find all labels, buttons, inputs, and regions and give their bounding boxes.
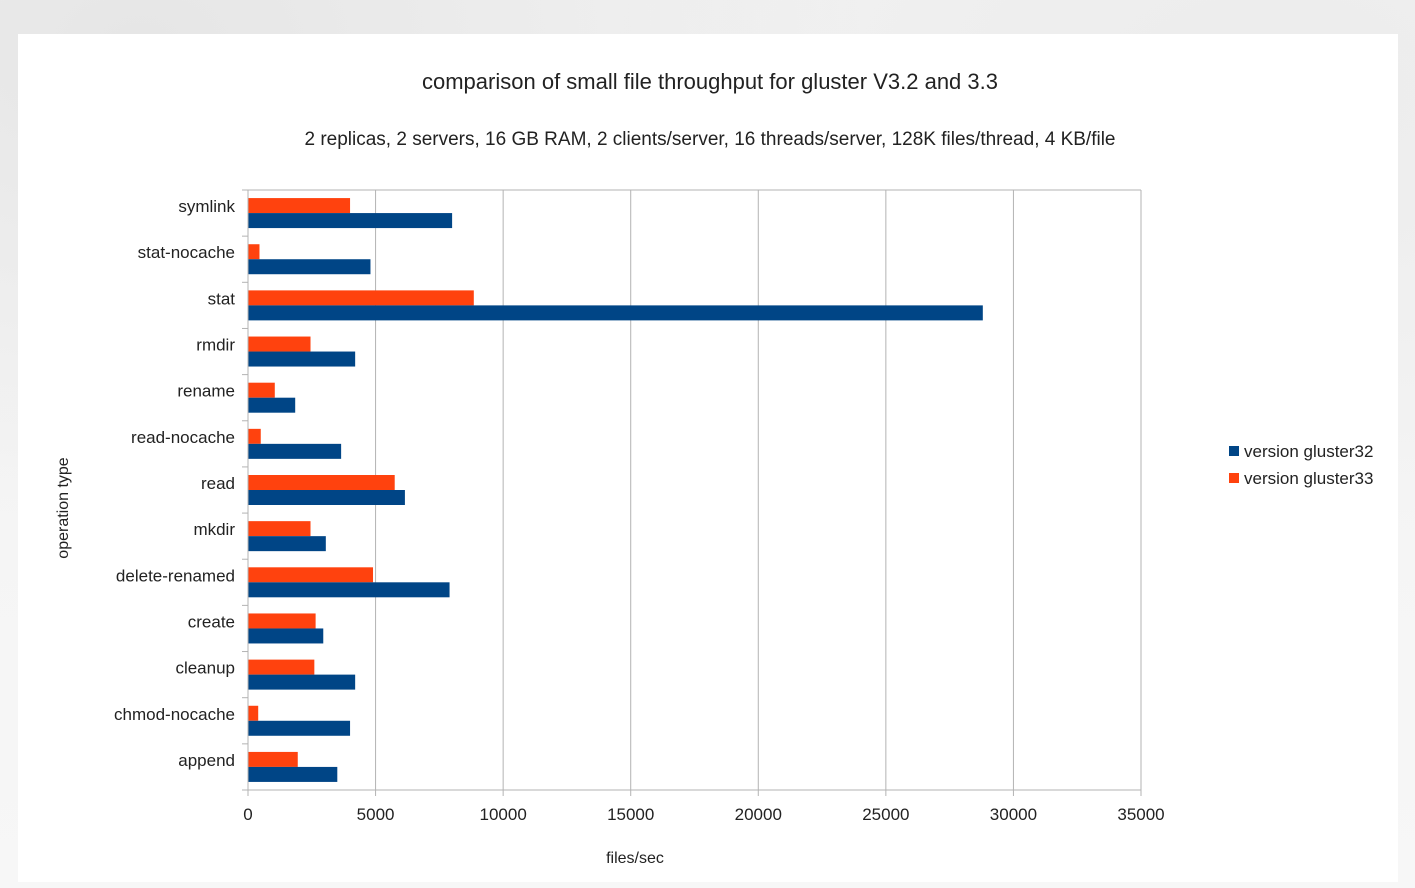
y-tick-label: chmod-nocache xyxy=(114,705,235,724)
bar-version-gluster33-read xyxy=(248,475,395,490)
bar-version-gluster33-delete-renamed xyxy=(248,567,374,583)
x-tick-label: 30000 xyxy=(990,805,1037,824)
bar-version-gluster32-rename xyxy=(248,397,296,413)
y-tick-label: symlink xyxy=(178,197,235,216)
bar-version-gluster33-read-nocache xyxy=(248,428,261,444)
x-tick-label: 35000 xyxy=(1117,805,1164,824)
legend-label: version gluster32 xyxy=(1244,442,1373,461)
y-tick-label: rename xyxy=(177,382,235,401)
bar-version-gluster32-rmdir xyxy=(248,351,356,367)
bar-version-gluster33-append xyxy=(248,751,298,767)
axes xyxy=(242,189,1142,796)
chart-title: comparison of small file throughput for … xyxy=(422,69,998,94)
x-axis-label: files/sec xyxy=(606,850,664,867)
bar-version-gluster33-mkdir xyxy=(248,521,311,537)
x-tick-label: 0 xyxy=(243,805,252,824)
bar-version-gluster32-mkdir xyxy=(248,536,326,552)
bar-version-gluster33-stat-nocache xyxy=(248,244,260,260)
bar-version-gluster33-rename xyxy=(248,382,275,398)
bar-version-gluster32-symlink xyxy=(248,213,453,229)
bar-version-gluster33-cleanup xyxy=(248,659,315,675)
bar-version-gluster33-chmod-nocache xyxy=(248,705,259,721)
y-tick-label: delete-renamed xyxy=(116,566,235,585)
bar-version-gluster32-read xyxy=(248,490,405,505)
x-tick-label: 20000 xyxy=(735,805,782,824)
bar-version-gluster33-symlink xyxy=(248,198,351,214)
y-tick-label: append xyxy=(178,751,235,770)
bar-version-gluster32-read-nocache xyxy=(248,443,342,459)
bar-version-gluster32-create xyxy=(248,628,324,644)
y-axis-label: operation type xyxy=(55,457,72,559)
bar-version-gluster32-stat xyxy=(248,305,983,321)
tick-labels: 0 5000 10000 15000 20000 25000 30000 35000 symli… xyxy=(114,197,1165,824)
bar-version-gluster32-cleanup xyxy=(248,674,356,690)
x-tick-label: 25000 xyxy=(862,805,909,824)
legend: version gluster32 version gluster33 xyxy=(1229,442,1373,488)
bar-version-gluster32-chmod-nocache xyxy=(248,720,351,736)
x-tick-label: 5000 xyxy=(357,805,395,824)
y-tick-label: rmdir xyxy=(196,336,235,355)
y-tick-label: create xyxy=(188,612,235,631)
bar-version-gluster33-rmdir xyxy=(248,336,311,352)
bar-version-gluster32-delete-renamed xyxy=(248,582,450,598)
grid-lines xyxy=(375,190,1142,790)
x-tick-label: 10000 xyxy=(480,805,527,824)
bar-version-gluster32-append xyxy=(248,766,338,782)
legend-label: version gluster33 xyxy=(1244,469,1373,488)
x-tick-label: 15000 xyxy=(607,805,654,824)
chart-subtitle: 2 replicas, 2 servers, 16 GB RAM, 2 clie… xyxy=(304,129,1115,150)
y-tick-label: stat-nocache xyxy=(138,243,235,262)
legend-swatch xyxy=(1229,446,1239,456)
y-tick-label: mkdir xyxy=(193,520,235,539)
y-tick-label: read xyxy=(201,474,235,493)
y-tick-label: read-nocache xyxy=(131,428,235,447)
y-tick-label: cleanup xyxy=(175,659,235,678)
y-tick-label: stat xyxy=(208,289,236,308)
bar-version-gluster32-stat-nocache xyxy=(248,259,371,275)
bar-version-gluster33-stat xyxy=(248,290,474,306)
legend-swatch xyxy=(1229,473,1239,483)
bar-version-gluster33-create xyxy=(248,613,316,629)
bars xyxy=(248,198,983,782)
